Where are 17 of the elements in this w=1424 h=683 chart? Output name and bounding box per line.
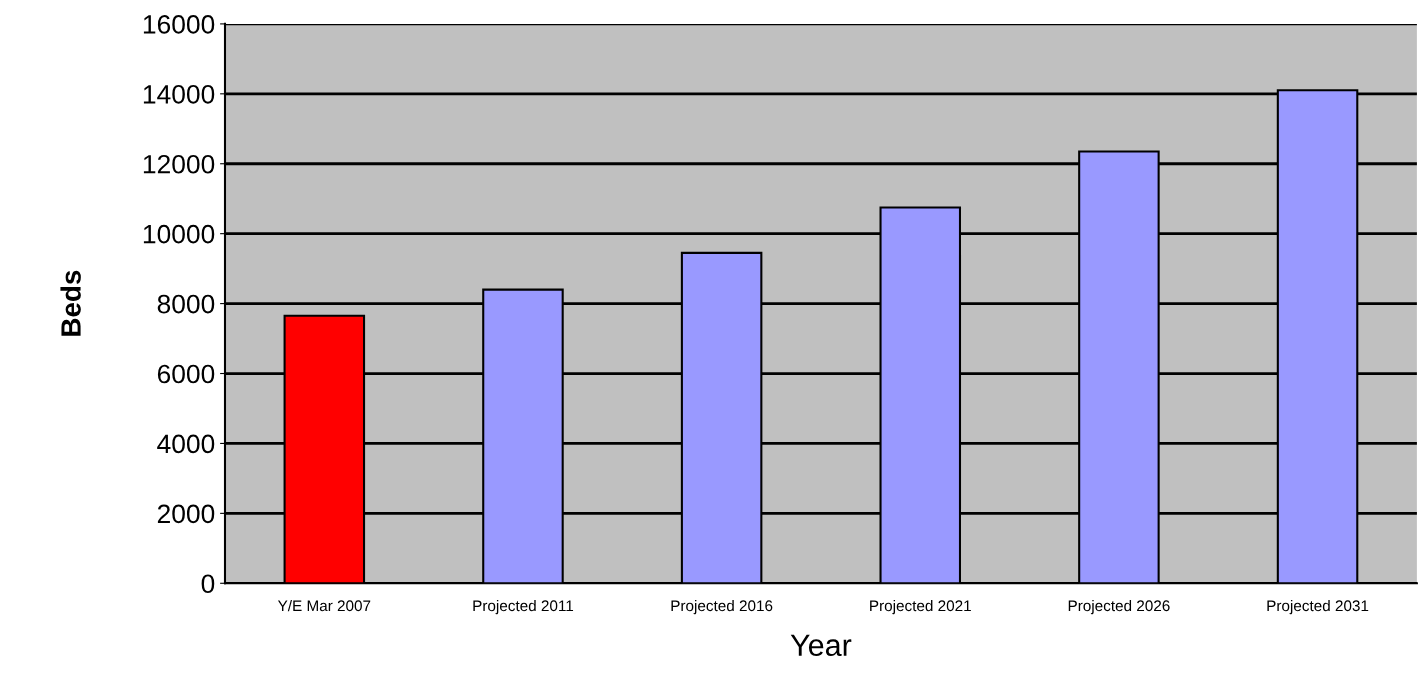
- y-tick-label: 12000: [143, 154, 215, 174]
- x-tick-label: Projected 2031: [1267, 599, 1369, 615]
- y-tick-label: 16000: [143, 15, 215, 34]
- y-tick-label: 0: [201, 574, 215, 594]
- y-tick-label: 10000: [143, 224, 215, 244]
- y-tick-label: 8000: [157, 294, 215, 314]
- y-tick-label: 4000: [157, 434, 215, 454]
- y-tick-label: 2000: [157, 504, 215, 524]
- y-tick-label: 14000: [143, 84, 215, 104]
- y-tick-label: 6000: [157, 364, 215, 384]
- x-tick-label: Projected 2016: [671, 599, 773, 615]
- x-axis-title: Year: [790, 634, 852, 657]
- x-tick-label: Projected 2021: [870, 599, 971, 615]
- y-axis-title: Beds: [60, 270, 81, 336]
- x-tick-label: Projected 2026: [1068, 599, 1170, 615]
- x-tick-label: Projected 2011: [473, 599, 574, 615]
- x-tick-label: Y/E Mar 2007: [277, 599, 371, 612]
